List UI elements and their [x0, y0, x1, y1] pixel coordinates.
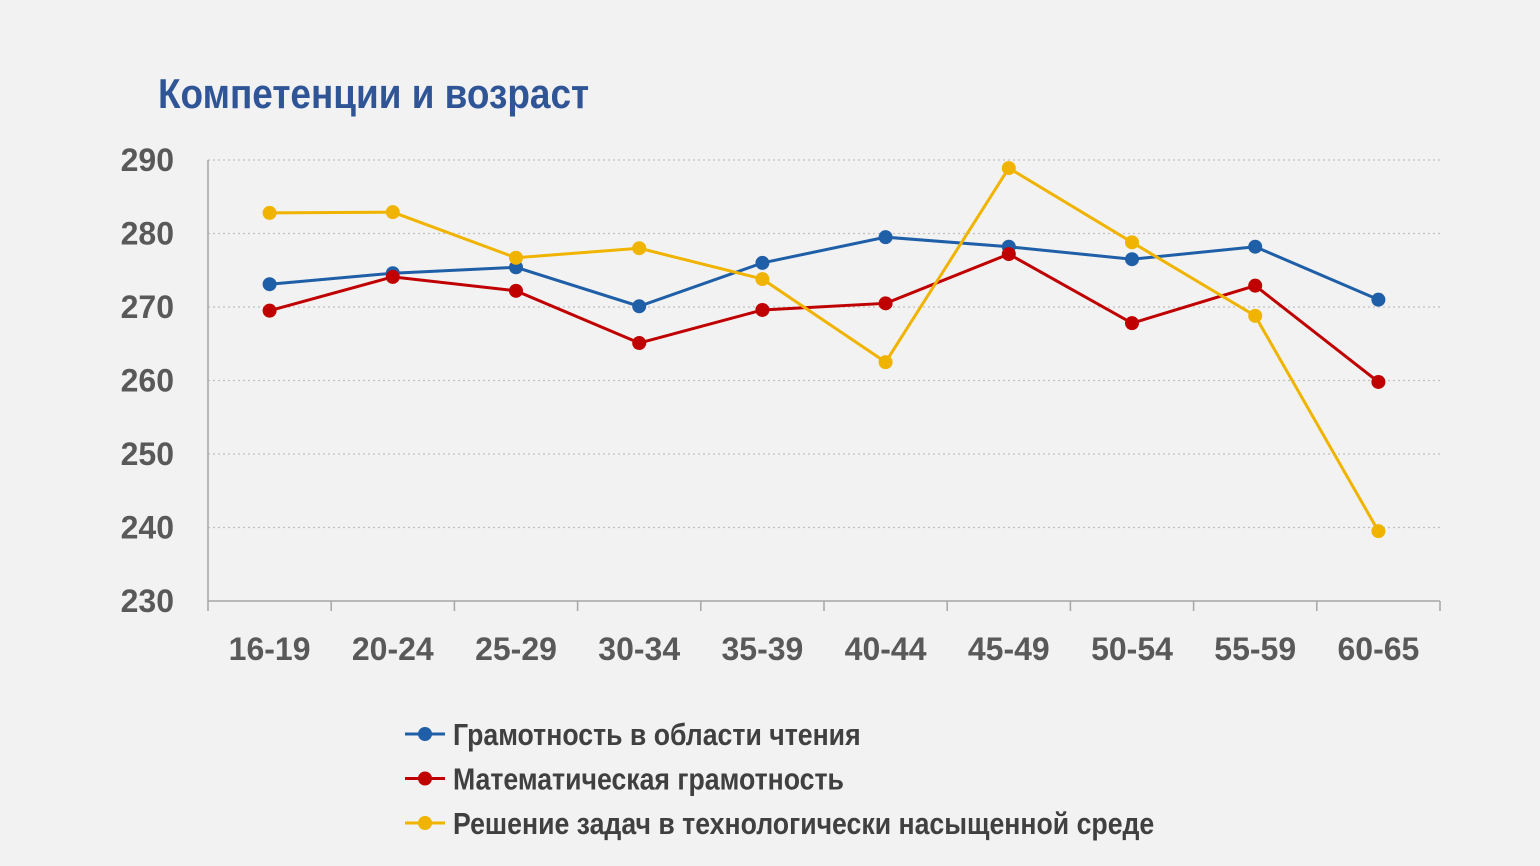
series-line — [269, 235, 1379, 308]
axes: 230 240 250 260 270 280 290 16-19 20-24 25-29 30-3… — [121, 142, 1441, 667]
x-tick-label: 40-44 — [845, 631, 927, 667]
x-tick-label: 16-19 — [229, 631, 311, 667]
legend-marker — [418, 816, 432, 830]
y-tick-label: 270 — [121, 289, 174, 325]
data-point — [878, 296, 893, 311]
data-point — [632, 336, 647, 351]
series-group — [262, 161, 1386, 539]
y-tick-label: 280 — [121, 216, 174, 252]
legend-label: Решение задач в технологически насыщенно… — [453, 807, 1154, 841]
data-point — [755, 302, 770, 317]
data-point — [262, 205, 277, 220]
data-point — [1125, 252, 1139, 267]
data-point — [878, 230, 893, 245]
data-point — [1001, 161, 1016, 176]
series-line — [269, 166, 1380, 532]
chart-title: Компетенции и возраст — [158, 71, 589, 118]
data-point — [385, 269, 400, 284]
data-point — [755, 255, 770, 270]
data-point — [1248, 278, 1263, 293]
x-tick-label: 20-24 — [352, 631, 434, 667]
data-point — [1371, 524, 1386, 539]
data-point — [878, 355, 893, 370]
data-point — [632, 299, 647, 314]
x-tick-label: 25-29 — [475, 631, 557, 667]
data-point — [632, 241, 647, 256]
y-tick-label: 250 — [121, 436, 174, 472]
y-tick-label: 240 — [121, 510, 174, 546]
legend: Грамотность в области чтения Математическ… — [405, 718, 1154, 842]
data-point — [1001, 247, 1016, 262]
data-point — [509, 283, 523, 298]
x-tick-label: 35-39 — [721, 631, 803, 667]
x-tick-label: 50-54 — [1091, 631, 1173, 667]
x-tick-label: 45-49 — [968, 631, 1050, 667]
data-point — [1371, 374, 1386, 389]
y-tick-label: 260 — [121, 363, 174, 399]
data-point — [262, 303, 277, 318]
gridlines — [208, 159, 1440, 529]
y-tick-label: 290 — [121, 142, 174, 178]
data-point — [1125, 235, 1139, 250]
data-point — [1248, 308, 1263, 323]
x-tick-label: 30-34 — [598, 631, 680, 667]
data-point — [755, 272, 770, 287]
y-tick-label: 230 — [121, 583, 174, 619]
legend-label: Грамотность в области чтения — [453, 718, 861, 752]
data-point — [385, 205, 400, 220]
series-line — [269, 252, 1380, 384]
x-tick-label: 55-59 — [1214, 631, 1296, 667]
data-point — [1371, 292, 1386, 307]
x-tick-label: 60-65 — [1337, 631, 1419, 667]
legend-marker — [418, 771, 432, 786]
data-point — [1248, 239, 1263, 254]
legend-label: Математическая грамотность — [453, 763, 844, 797]
data-point — [509, 250, 523, 265]
data-point — [262, 277, 277, 292]
legend-marker — [418, 727, 432, 741]
data-point — [1125, 316, 1139, 331]
